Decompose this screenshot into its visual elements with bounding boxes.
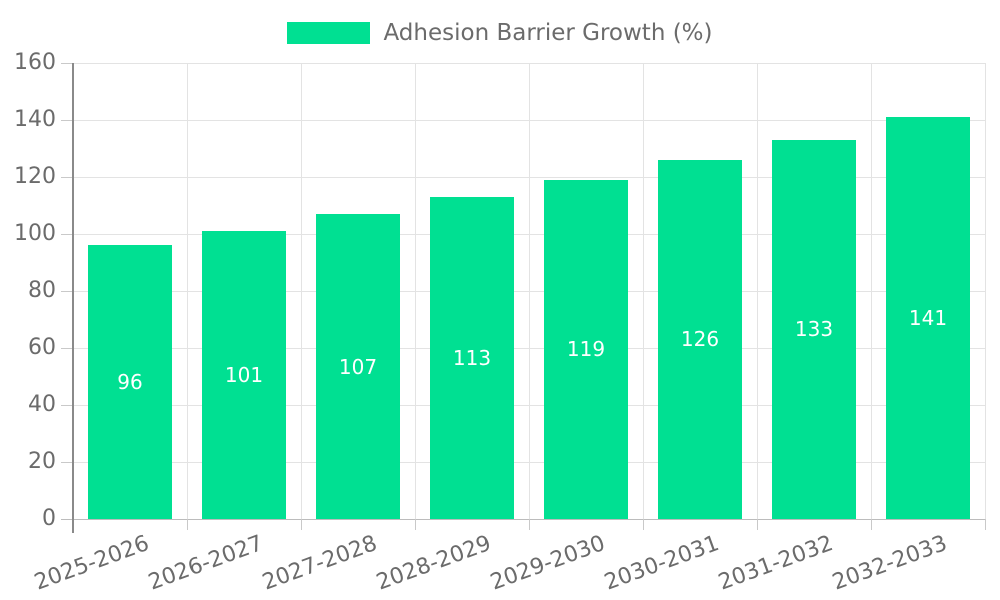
y-tick [61,518,73,520]
legend-item[interactable]: Adhesion Barrier Growth (%) [287,20,713,46]
gridline-v [528,63,530,519]
bar-value-label: 141 [908,306,948,331]
bar-value-label: 96 [117,370,143,395]
x-tick [414,519,416,530]
x-axis-label: 2031-2032 [715,531,837,596]
x-axis-label: 2026-2027 [145,531,267,596]
gridline-v [984,63,986,519]
y-axis-label: 40 [28,392,56,417]
y-tick [61,119,73,121]
y-axis-label: 140 [14,107,56,132]
bar[interactable]: 119 [544,179,628,519]
gridline-v [414,63,416,519]
y-tick [61,176,73,178]
bar[interactable]: 113 [430,196,514,519]
y-axis-label: 100 [14,221,56,246]
y-axis-label: 0 [42,506,56,531]
bar-value-label: 107 [338,354,378,379]
bar-value-label: 133 [794,317,834,342]
legend-label: Adhesion Barrier Growth (%) [383,20,713,46]
y-axis-line [72,63,74,533]
y-tick [61,404,73,406]
bar-value-label: 101 [224,363,264,388]
x-tick [870,519,872,530]
x-tick [300,519,302,530]
y-axis-label: 60 [28,335,56,360]
bar-value-label: 119 [566,337,606,362]
y-axis-label: 20 [28,449,56,474]
legend-swatch [287,22,371,44]
gridline-v [186,63,188,519]
y-tick [61,233,73,235]
y-axis-label: 120 [14,164,56,189]
x-axis-label: 2029-2030 [487,531,609,596]
x-axis-label: 2030-2031 [601,531,723,596]
gridline-v [756,63,758,519]
y-axis-label: 80 [28,278,56,303]
y-tick [61,461,73,463]
y-axis-label: 160 [14,50,56,75]
gridline-v [300,63,302,519]
bar[interactable]: 141 [886,117,970,519]
x-tick [642,519,644,530]
y-tick [61,290,73,292]
x-tick [756,519,758,530]
gridline-v [870,63,872,519]
x-axis-label: 2025-2026 [31,531,153,596]
x-axis-label: 2027-2028 [259,531,381,596]
bar[interactable]: 107 [316,214,400,519]
y-tick [61,347,73,349]
bar[interactable]: 126 [658,159,742,519]
x-tick [528,519,530,530]
bar[interactable]: 101 [202,231,286,519]
gridline-v [642,63,644,519]
x-axis-label: 2028-2029 [373,531,495,596]
legend: Adhesion Barrier Growth (%) [0,20,1000,46]
y-tick [61,62,73,64]
bar-value-label: 126 [680,327,720,352]
x-tick [186,519,188,530]
x-axis-label: 2032-2033 [829,531,951,596]
bar[interactable]: 133 [772,139,856,519]
bar-value-label: 113 [452,345,492,370]
x-tick [984,519,986,530]
bar[interactable]: 96 [88,245,172,519]
